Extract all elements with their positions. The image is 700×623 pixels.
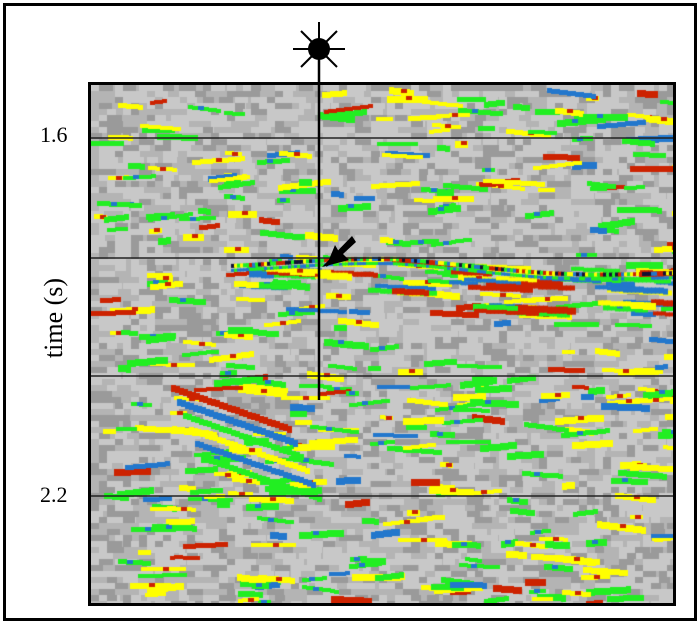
- tick-label-2-2: 2.2: [40, 482, 68, 507]
- seismic-section: [88, 82, 676, 606]
- seismic-image: [91, 85, 673, 603]
- tick-label-1-6: 1.6: [40, 122, 68, 147]
- y-axis-label: time (s): [39, 277, 68, 359]
